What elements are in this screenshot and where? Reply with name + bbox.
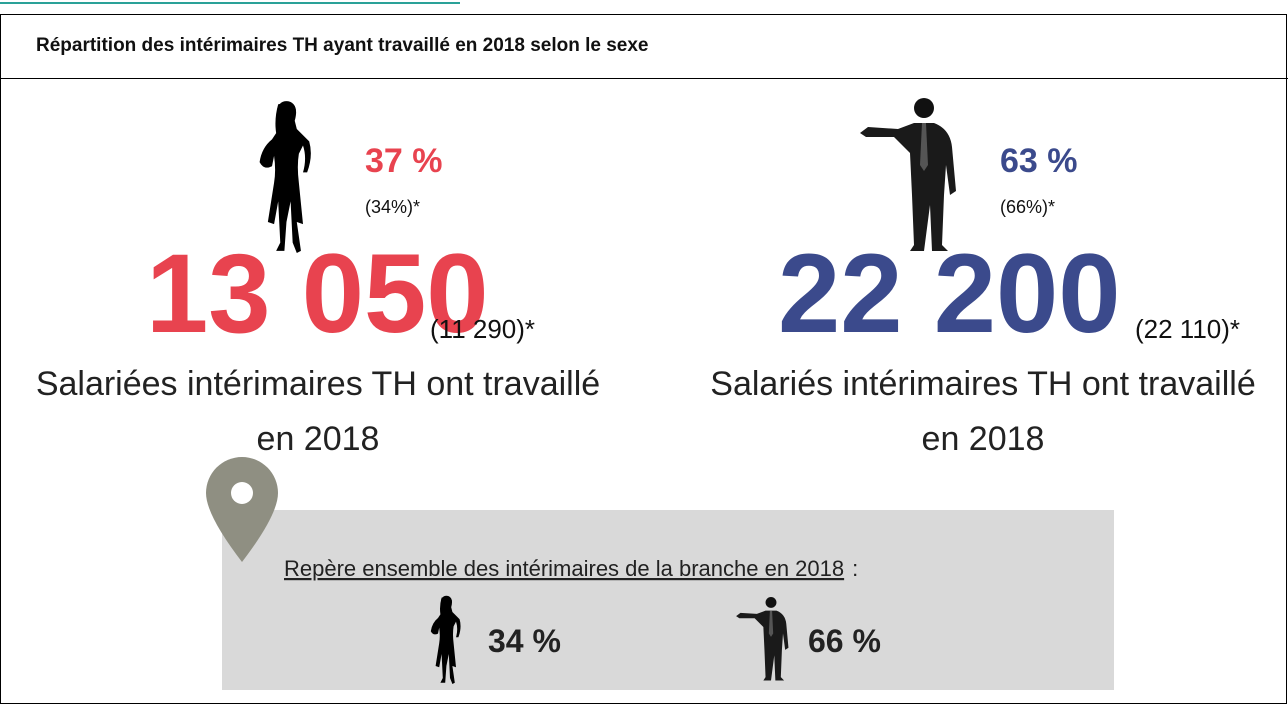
men-label: en 2018 xyxy=(922,420,1045,458)
women-percent: 37 % xyxy=(365,142,443,180)
men-count-prev: (22 110)* xyxy=(1135,314,1240,344)
men-percent: 63 % xyxy=(1000,142,1078,180)
women-label: Salariées intérimaires TH ont travaillé xyxy=(36,365,600,403)
men-count: 22 200 xyxy=(778,231,1121,356)
women-count: 13 050 xyxy=(146,231,489,356)
women-count-prev: (11 290)* xyxy=(430,314,535,344)
reference-women: 34 % xyxy=(488,623,561,659)
title: Répartition des intérimaires TH ayant tr… xyxy=(36,35,649,56)
men-label: Salariés intérimaires TH ont travaillé xyxy=(710,365,1255,403)
reference-text: Repère ensemble des intérimaires de la b… xyxy=(284,556,844,581)
women-label: en 2018 xyxy=(257,420,380,458)
women-percent-prev: (34%)* xyxy=(365,197,420,217)
reference-box xyxy=(222,510,1114,690)
reference-men: 66 % xyxy=(808,623,881,659)
reference-colon: : xyxy=(852,556,858,581)
man-icon xyxy=(860,98,956,251)
pin-icon xyxy=(206,457,278,562)
reference-label: Repère ensemble des intérimaires de la b… xyxy=(284,556,858,581)
men-percent-prev: (66%)* xyxy=(1000,197,1055,217)
pin-hole xyxy=(231,482,253,504)
